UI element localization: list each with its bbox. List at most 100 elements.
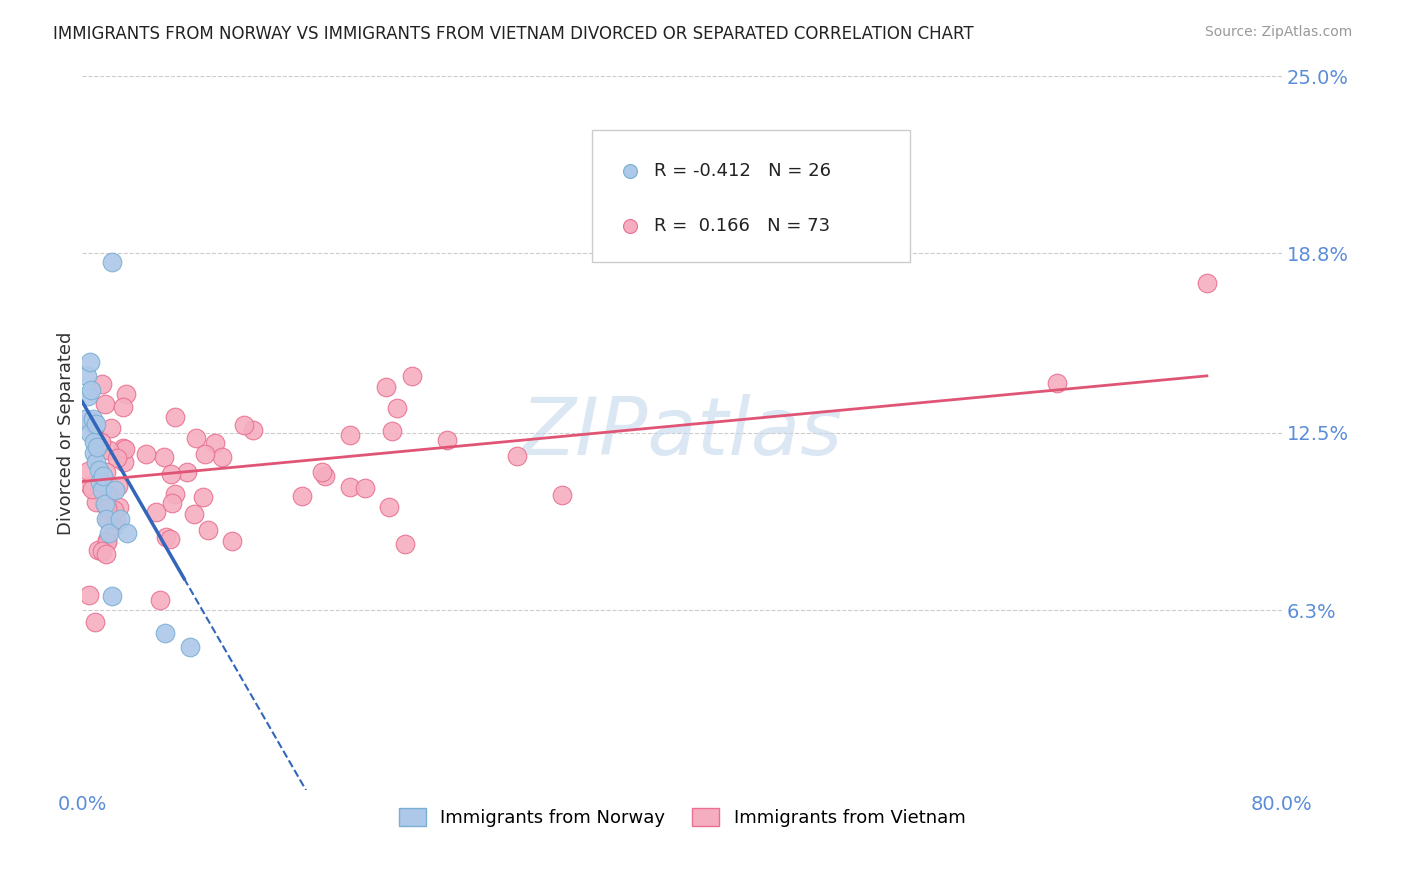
Point	[160, 467, 183, 482]
Point	[86, 440, 108, 454]
Point	[90, 434, 112, 449]
Point	[112, 400, 135, 414]
Point	[101, 254, 124, 268]
Point	[96, 533, 118, 548]
Point	[179, 640, 201, 654]
Point	[290, 489, 312, 503]
Point	[163, 409, 186, 424]
Point	[80, 383, 103, 397]
Point	[160, 496, 183, 510]
Text: IMMIGRANTS FROM NORWAY VS IMMIGRANTS FROM VIETNAM DIVORCED OR SEPARATED CORRELAT: IMMIGRANTS FROM NORWAY VS IMMIGRANTS FRO…	[53, 25, 974, 43]
Point	[79, 425, 101, 440]
Point	[311, 465, 333, 479]
Point	[76, 368, 98, 383]
Point	[135, 447, 157, 461]
Point	[103, 518, 125, 533]
Point	[100, 421, 122, 435]
Point	[79, 414, 101, 428]
Point	[233, 418, 256, 433]
Point	[506, 449, 529, 463]
Point	[551, 488, 574, 502]
Point	[377, 500, 399, 514]
Point	[97, 488, 120, 502]
Point	[76, 464, 98, 478]
Point	[381, 425, 404, 439]
Point	[197, 523, 219, 537]
Point	[91, 543, 114, 558]
Y-axis label: Divorced or Separated: Divorced or Separated	[58, 331, 75, 534]
Point	[75, 411, 97, 425]
Point	[79, 354, 101, 368]
Point	[115, 525, 138, 540]
FancyBboxPatch shape	[592, 129, 910, 261]
Point	[90, 377, 112, 392]
Point	[93, 496, 115, 510]
Point	[194, 446, 217, 460]
Point	[97, 442, 120, 457]
Point	[374, 380, 396, 394]
Point	[221, 533, 243, 548]
Point	[211, 450, 233, 465]
Point	[339, 427, 361, 442]
Point	[93, 497, 115, 511]
Point	[242, 423, 264, 437]
Point	[87, 463, 110, 477]
Point	[97, 513, 120, 527]
Point	[98, 525, 121, 540]
Point	[339, 480, 361, 494]
Point	[89, 475, 111, 489]
Point	[153, 625, 176, 640]
Point	[84, 419, 107, 434]
Text: Source: ZipAtlas.com: Source: ZipAtlas.com	[1205, 25, 1353, 39]
Point	[149, 593, 172, 607]
Point	[104, 483, 127, 497]
Point	[83, 434, 105, 449]
Point	[112, 455, 135, 469]
Point	[145, 505, 167, 519]
Point	[394, 537, 416, 551]
Point	[84, 615, 107, 629]
Point	[183, 507, 205, 521]
Text: R =  0.166   N = 73: R = 0.166 N = 73	[654, 217, 831, 235]
Point	[176, 465, 198, 479]
Point	[94, 511, 117, 525]
Point	[107, 479, 129, 493]
Point	[96, 501, 118, 516]
Point	[401, 368, 423, 383]
Point	[82, 411, 104, 425]
Point	[159, 532, 181, 546]
Point	[1046, 376, 1069, 390]
Point	[108, 500, 131, 515]
Point	[84, 454, 107, 468]
Point	[354, 481, 377, 495]
Point	[80, 483, 103, 497]
Point	[103, 502, 125, 516]
Point	[204, 436, 226, 450]
Point	[105, 450, 128, 465]
Point	[83, 446, 105, 460]
Point	[79, 479, 101, 493]
Point	[114, 442, 136, 457]
Point	[86, 542, 108, 557]
Point	[165, 487, 187, 501]
Point	[385, 401, 408, 415]
Point	[77, 389, 100, 403]
Point	[94, 465, 117, 479]
Point	[191, 490, 214, 504]
Point	[155, 530, 177, 544]
Text: ZIPatlas: ZIPatlas	[522, 394, 844, 472]
Point	[84, 495, 107, 509]
Point	[115, 387, 138, 401]
Point	[1195, 277, 1218, 291]
Point	[186, 431, 208, 445]
Text: R = -0.412   N = 26: R = -0.412 N = 26	[654, 162, 831, 180]
Point	[87, 441, 110, 455]
Point	[436, 433, 458, 447]
Point	[94, 396, 117, 410]
Point	[112, 442, 135, 456]
Point	[84, 417, 107, 432]
Point	[94, 547, 117, 561]
Point	[79, 588, 101, 602]
Point	[104, 514, 127, 528]
Point	[90, 483, 112, 497]
